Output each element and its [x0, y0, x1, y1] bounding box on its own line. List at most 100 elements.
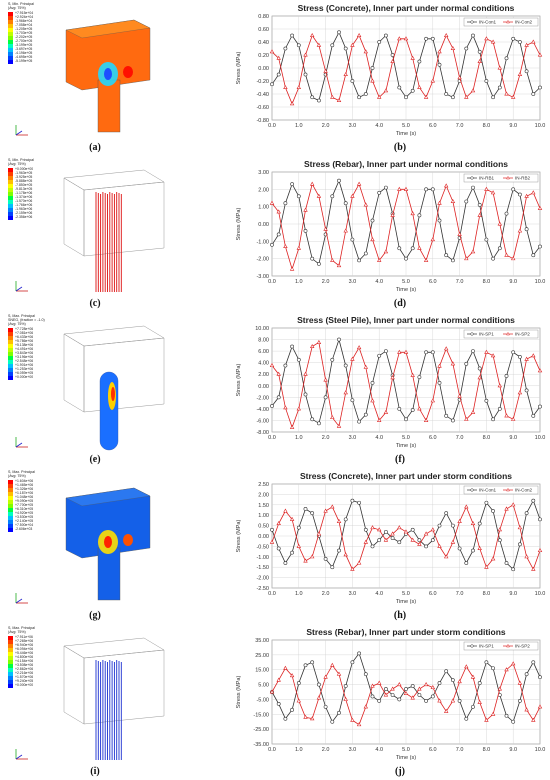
data-point: [417, 84, 422, 89]
data-point: [511, 567, 516, 572]
data-point: [430, 350, 435, 355]
data-point: [303, 72, 308, 77]
x-tick-label: 7.0: [456, 435, 464, 441]
wireframe-front: [83, 337, 165, 413]
color-swatch: [8, 340, 13, 344]
data-point: [357, 651, 362, 656]
data-point: [524, 511, 529, 516]
data-point: [330, 504, 335, 509]
data-point: [383, 349, 388, 354]
data-point: [423, 94, 429, 99]
data-point: [269, 49, 275, 54]
data-point: [350, 660, 355, 665]
legend-value: +6.433e+06: [15, 335, 34, 339]
data-point: [383, 88, 389, 93]
data-point: [303, 371, 308, 376]
legend-value: -3.199e+05: [15, 43, 33, 47]
x-axis-label: Time (s): [396, 131, 416, 137]
color-swatch: [8, 44, 13, 48]
data-point: [491, 417, 496, 422]
data-point: [423, 531, 429, 536]
data-point: [403, 690, 409, 695]
data-point: [370, 694, 375, 699]
x-tick-label: 0.0: [268, 279, 276, 285]
data-point: [276, 232, 281, 237]
y-tick-label: 0.00: [258, 66, 269, 72]
y-tick-label: -1.00: [256, 239, 269, 245]
data-point: [464, 256, 469, 261]
data-point: [330, 194, 335, 199]
data-point: [457, 546, 462, 551]
data-point: [437, 200, 442, 205]
data-point: [443, 708, 449, 713]
contour-legend: S, Max. Principal (Avg: 75%) +1.604e+06 +1…: [8, 470, 52, 532]
fem-model: [63, 637, 165, 760]
data-point: [397, 682, 402, 687]
data-point: [471, 33, 475, 38]
y-tick-label: 2.00: [258, 492, 269, 498]
data-point: [444, 92, 449, 96]
data-point: [269, 363, 275, 368]
x-tick-label: 3.0: [349, 591, 357, 597]
data-point: [424, 187, 429, 192]
legend-value: -1.963e+06: [15, 207, 33, 211]
x-tick-label: 3.0: [349, 747, 357, 753]
data-point: [330, 257, 335, 262]
data-point: [457, 699, 462, 703]
data-point: [317, 421, 321, 426]
data-point: [424, 36, 429, 41]
data-point: [289, 673, 295, 678]
data-point: [283, 561, 288, 565]
contour-legend: S, Max. Principal SNEG, (fraction = -1.0…: [8, 314, 52, 380]
legend-value: +2.548e+06: [15, 359, 34, 363]
data-point: [390, 693, 395, 697]
data-point: [511, 36, 516, 41]
color-swatch: [8, 168, 13, 172]
data-point: [363, 49, 369, 54]
caption-right: (d): [393, 298, 407, 309]
data-point: [310, 95, 315, 100]
color-swatch: [8, 364, 13, 368]
data-point: [289, 266, 295, 271]
data-point: [336, 423, 342, 428]
data-point: [504, 713, 509, 718]
color-swatch: [8, 20, 13, 24]
data-point: [410, 695, 415, 700]
legend-value: +2.862e+06: [15, 667, 34, 671]
x-tick-label: 6.0: [429, 123, 437, 129]
data-point: [404, 417, 408, 422]
data-point: [370, 398, 375, 403]
data-point: [350, 498, 355, 503]
y-tick-label: -2.50: [256, 586, 269, 592]
legend-value: +7.911e+06: [15, 635, 33, 639]
data-point: [524, 388, 529, 393]
data-point: [444, 413, 449, 418]
chart-legend: [463, 173, 539, 183]
legend-value: -3.925e+05: [15, 175, 33, 179]
data-point: [410, 372, 415, 377]
fem-contour-plot: S, Max. Principal (Avg: 75%) +1.604e+06 +1…: [4, 468, 182, 610]
data-point: [504, 506, 509, 511]
data-point: [484, 186, 489, 191]
data-point: [336, 671, 342, 676]
data-point: [330, 94, 335, 99]
color-swatch: [8, 196, 13, 200]
data-point: [477, 49, 482, 54]
caption-left: (i): [90, 766, 100, 777]
legend-value: +1.604e+06: [15, 479, 34, 483]
data-point: [464, 716, 469, 721]
data-point: [477, 375, 482, 380]
x-tick-label: 10.0: [535, 435, 546, 441]
y-tick-label: 1.50: [258, 503, 269, 509]
data-point: [504, 667, 509, 672]
data-point: [484, 717, 489, 722]
data-point: [497, 246, 502, 251]
y-axis-label: Stress (MPa): [236, 520, 242, 553]
data-point: [484, 660, 489, 665]
legend-value: -2.202e+05: [15, 35, 33, 39]
legend-value: +5.786e+06: [15, 339, 34, 343]
caption-right: (j): [395, 766, 405, 777]
color-swatch: [8, 656, 13, 660]
line-chart: Stress (Rebar), Inner part under normal …: [236, 159, 545, 293]
data-point: [363, 202, 369, 207]
